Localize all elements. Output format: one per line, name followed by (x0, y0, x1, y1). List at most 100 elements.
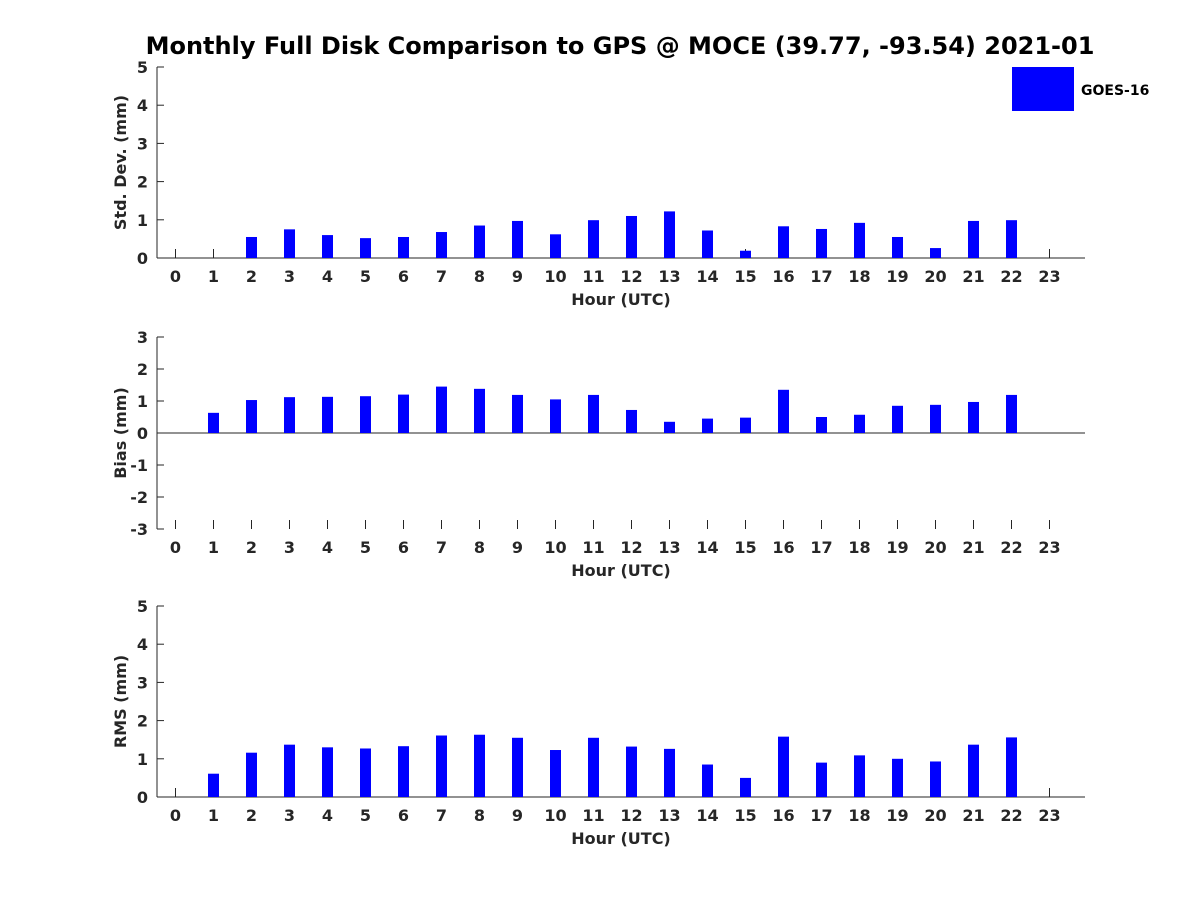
x-tick-label: 21 (962, 806, 984, 825)
bar-hour-12 (626, 215, 637, 258)
bar-hour-11 (588, 220, 599, 258)
bar-hour-8 (474, 388, 485, 433)
x-tick-label: 17 (810, 806, 832, 825)
bar-hour-13 (664, 421, 675, 433)
bar-hour-22 (1006, 220, 1017, 258)
x-tick-label: 16 (772, 806, 794, 825)
bar-hour-2 (246, 752, 257, 797)
x-tick-label: 9 (512, 267, 523, 286)
x-tick-label: 23 (1038, 538, 1060, 557)
x-tick-label: 20 (924, 267, 946, 286)
x-tick-label: 4 (322, 538, 333, 557)
y-tick-label: 2 (137, 712, 148, 731)
bar-hour-6 (398, 394, 409, 433)
x-tick-label: 13 (658, 806, 680, 825)
bar-hour-10 (550, 234, 561, 258)
bar-hour-3 (284, 744, 295, 797)
y-tick-label: 1 (137, 392, 148, 411)
x-tick-label: 3 (284, 538, 295, 557)
x-tick-label: 19 (886, 806, 908, 825)
bar-hour-21 (968, 744, 979, 797)
y-tick-label: 2 (137, 360, 148, 379)
bar-hour-6 (398, 236, 409, 258)
legend-label: GOES-16 (1081, 83, 1149, 99)
x-tick-label: 15 (734, 806, 756, 825)
bar-hour-11 (588, 394, 599, 433)
bar-hour-7 (436, 232, 447, 258)
bar-hour-7 (436, 386, 447, 433)
x-tick-label: 4 (322, 806, 333, 825)
x-tick-label: 20 (924, 806, 946, 825)
x-tick-label: 0 (170, 806, 181, 825)
legend: GOES-16 (1012, 67, 1149, 111)
x-tick-label: 5 (360, 806, 371, 825)
y-tick-label: 3 (137, 673, 148, 692)
bar-hour-10 (550, 399, 561, 433)
bar-hour-3 (284, 397, 295, 433)
x-tick-label: 0 (170, 538, 181, 557)
bar-hour-5 (360, 748, 371, 797)
x-tick-label: 16 (772, 267, 794, 286)
bar-hour-17 (816, 417, 827, 433)
x-tick-label: 3 (284, 267, 295, 286)
y-tick-label: 3 (137, 134, 148, 153)
y-axis-label: Std. Dev. (mm) (111, 95, 130, 230)
x-tick-label: 2 (246, 806, 257, 825)
x-tick-label: 14 (696, 806, 718, 825)
x-tick-label: 1 (208, 806, 219, 825)
bar-hour-9 (512, 220, 523, 258)
bar-hour-16 (778, 736, 789, 797)
x-tick-label: 9 (512, 538, 523, 557)
bar-hour-15 (740, 250, 751, 258)
x-tick-label: 15 (734, 267, 756, 286)
y-tick-label: 2 (137, 173, 148, 192)
y-tick-label: -2 (130, 488, 148, 507)
bar-hour-4 (322, 396, 333, 433)
x-tick-label: 19 (886, 267, 908, 286)
x-tick-label: 12 (620, 267, 642, 286)
bar-hour-5 (360, 396, 371, 433)
x-tick-label: 14 (696, 538, 718, 557)
bar-hour-17 (816, 228, 827, 258)
bar-hour-15 (740, 417, 751, 433)
bar-hour-10 (550, 750, 561, 797)
x-tick-label: 2 (246, 267, 257, 286)
x-tick-label: 4 (322, 267, 333, 286)
x-tick-label: 8 (474, 806, 485, 825)
figure-title: Monthly Full Disk Comparison to GPS @ MO… (146, 32, 1095, 60)
x-tick-label: 6 (398, 267, 409, 286)
bar-hour-18 (854, 414, 865, 433)
bar-hour-13 (664, 748, 675, 797)
y-tick-label: 0 (137, 788, 148, 807)
x-tick-label: 1 (208, 267, 219, 286)
x-tick-label: 12 (620, 538, 642, 557)
x-tick-label: 0 (170, 267, 181, 286)
x-tick-label: 21 (962, 267, 984, 286)
bar-hour-1 (208, 773, 219, 797)
y-tick-label: 4 (137, 96, 148, 115)
x-tick-label: 18 (848, 806, 870, 825)
bar-hour-18 (854, 222, 865, 258)
bar-hour-20 (930, 761, 941, 797)
x-axis-label: Hour (UTC) (571, 290, 671, 309)
y-tick-label: 5 (137, 58, 148, 77)
x-tick-label: 1 (208, 538, 219, 557)
bar-hour-19 (892, 405, 903, 433)
x-tick-label: 18 (848, 267, 870, 286)
bar-hour-16 (778, 226, 789, 258)
x-tick-label: 6 (398, 538, 409, 557)
bar-hour-13 (664, 211, 675, 258)
bar-hour-20 (930, 248, 941, 258)
bar-hour-17 (816, 762, 827, 797)
bar-hour-9 (512, 737, 523, 797)
x-tick-label: 22 (1000, 267, 1022, 286)
bar-hour-22 (1006, 737, 1017, 797)
x-axis-label: Hour (UTC) (571, 829, 671, 848)
x-tick-label: 5 (360, 267, 371, 286)
bar-hour-2 (246, 400, 257, 433)
x-tick-label: 11 (582, 267, 604, 286)
y-tick-label: 0 (137, 424, 148, 443)
x-tick-label: 17 (810, 538, 832, 557)
